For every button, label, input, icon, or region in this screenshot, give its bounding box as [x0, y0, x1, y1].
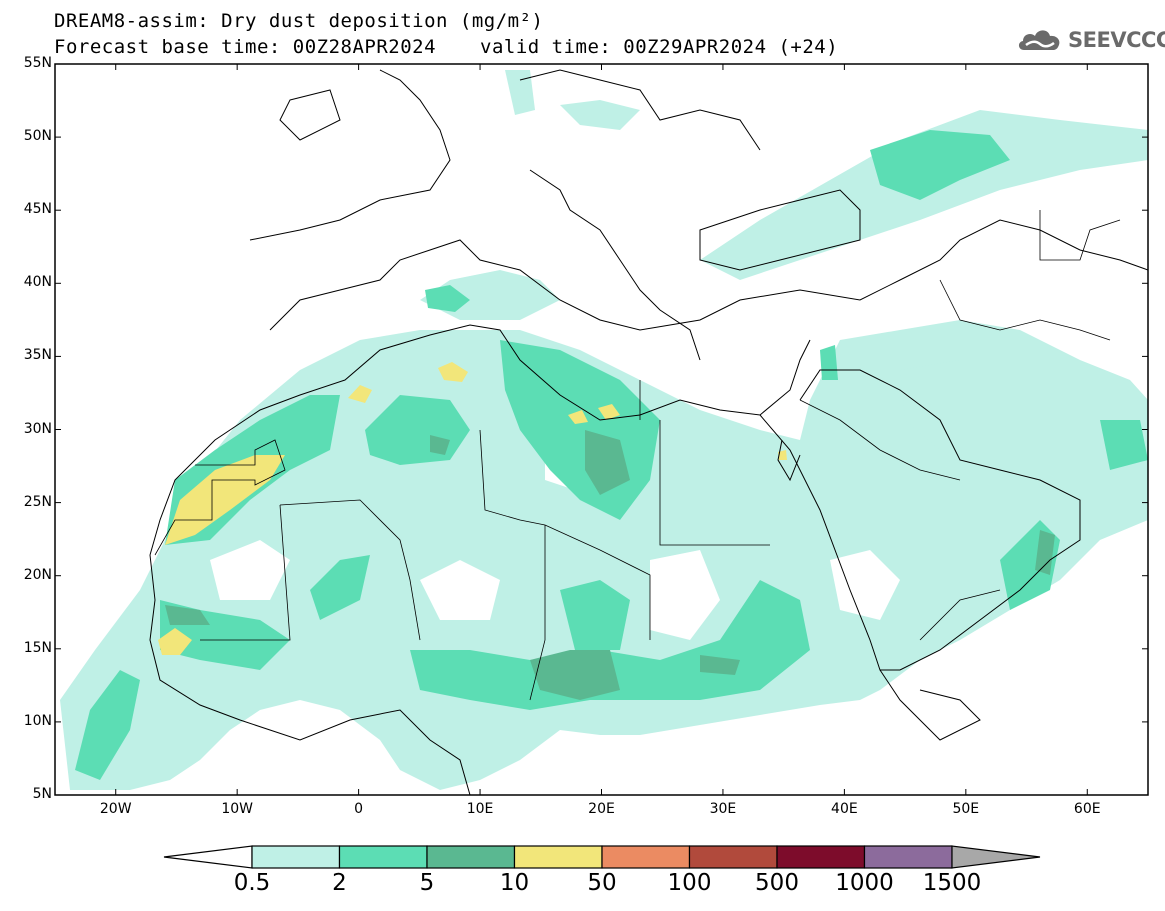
- axis-ticks: [55, 63, 1148, 796]
- lon-tick-label: 10E: [466, 801, 494, 817]
- lat-tick-label: 30N: [23, 420, 52, 437]
- colorbar-label: 500: [755, 870, 799, 896]
- lon-tick-label: 0: [354, 801, 364, 817]
- valid-time: valid time: 00Z29APR2024 (+24): [480, 36, 839, 58]
- colorbar-label: 100: [667, 870, 712, 896]
- colorbar-label: 50: [587, 870, 617, 896]
- coastlines: [149, 69, 1148, 795]
- colorbar-label: 2: [332, 870, 347, 896]
- lon-tick-label: 20W: [99, 801, 132, 817]
- lon-tick-label: 50E: [952, 801, 980, 817]
- lat-tick-label: 5N: [32, 786, 52, 802]
- lon-tick-label: 20E: [588, 801, 615, 817]
- lat-tick-label: 40N: [23, 274, 52, 291]
- base-time: Forecast base time: 00Z28APR2024: [54, 36, 437, 58]
- lat-tick-label: 15N: [23, 639, 52, 656]
- lat-tick-label: 20N: [23, 566, 52, 583]
- lon-tick-label: 40E: [831, 801, 858, 817]
- dust-band-10-50: [158, 362, 787, 655]
- lon-tick-label: 10W: [221, 801, 253, 817]
- colorbar-label: 10: [499, 870, 530, 896]
- lon-tick-label: 60E: [1073, 801, 1101, 817]
- colorbar-label: 1000: [835, 870, 894, 896]
- lat-tick-label: 35N: [23, 347, 52, 364]
- logo-text: SEEVCCC: [1068, 28, 1165, 52]
- political-borders: [154, 210, 1121, 701]
- lat-tick-label: 25N: [23, 493, 52, 510]
- map-title: DREAM8-assim: Dry dust deposition (mg/m²…: [54, 10, 544, 32]
- forecast-times: Forecast base time: 00Z28APR2024 valid ti…: [54, 36, 838, 58]
- colorbar-label: 0.5: [233, 870, 271, 896]
- lat-tick-label: 45N: [23, 201, 52, 218]
- seevccc-logo: SEEVCCC: [1016, 26, 1165, 54]
- colorbar-label: 1500: [922, 870, 982, 896]
- lat-tick-label: 55N: [23, 55, 52, 71]
- lat-tick-label: 10N: [23, 712, 52, 729]
- dust-band-5-10: [165, 430, 1055, 700]
- lon-tick-label: 30E: [709, 801, 737, 817]
- colorbar-label: 5: [419, 870, 435, 896]
- lat-tick-label: 50N: [23, 128, 52, 145]
- cloud-icon: [1018, 30, 1060, 50]
